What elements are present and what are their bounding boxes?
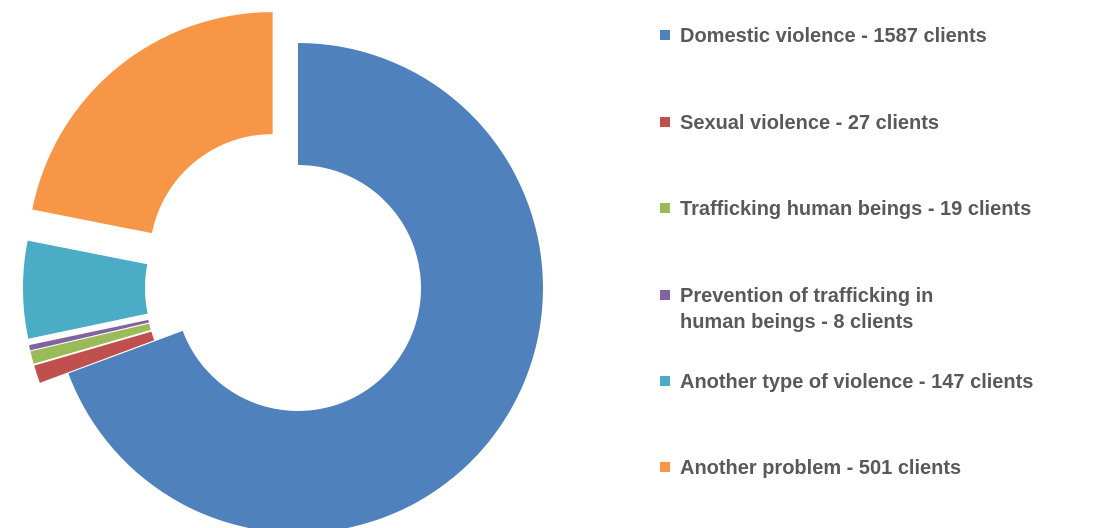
legend-swatch: [660, 376, 670, 386]
donut-slice-prevention-of-trafficking: [28, 319, 149, 351]
legend-swatch: [660, 30, 670, 40]
legend-label: Sexual violence - 27 clients: [680, 112, 940, 134]
legend-swatch: [660, 203, 670, 213]
donut-slice-another-type-of-violence: [23, 240, 148, 339]
legend-item-another-problem: Another problem - 501 clients: [660, 455, 1090, 481]
legend-label: Domestic violence - 1587 clients: [680, 25, 987, 47]
legend-item-another-type-of-violence: Another type of violence - 147 clients: [660, 369, 1090, 395]
legend-item-domestic-violence: Domestic violence - 1587 clients: [660, 23, 1090, 49]
legend-label: Trafficking human beings - 19 clients: [680, 198, 1032, 220]
legend-swatch: [660, 462, 670, 472]
donut-slice-domestic-violence: [68, 43, 543, 528]
donut-chart: [23, 12, 543, 528]
legend-label: Prevention of trafficking in human being…: [680, 285, 934, 333]
legend-label: Another type of violence - 147 clients: [680, 371, 1034, 393]
legend-swatch: [660, 117, 670, 127]
legend-swatch: [660, 290, 670, 300]
legend-item-sexual-violence: Sexual violence - 27 clients: [660, 110, 1090, 136]
chart-legend: Domestic violence - 1587 clients Sexual …: [660, 0, 1090, 528]
legend-label: Another problem - 501 clients: [680, 457, 962, 479]
donut-slice-sexual-violence: [34, 331, 155, 383]
legend-item-prevention-of-trafficking: Prevention of trafficking in human being…: [660, 283, 1090, 335]
legend-item-trafficking-human-beings: Trafficking human beings - 19 clients: [660, 196, 1090, 222]
donut-slice-trafficking-human-beings: [30, 323, 151, 364]
donut-slice-another-problem: [32, 12, 273, 234]
